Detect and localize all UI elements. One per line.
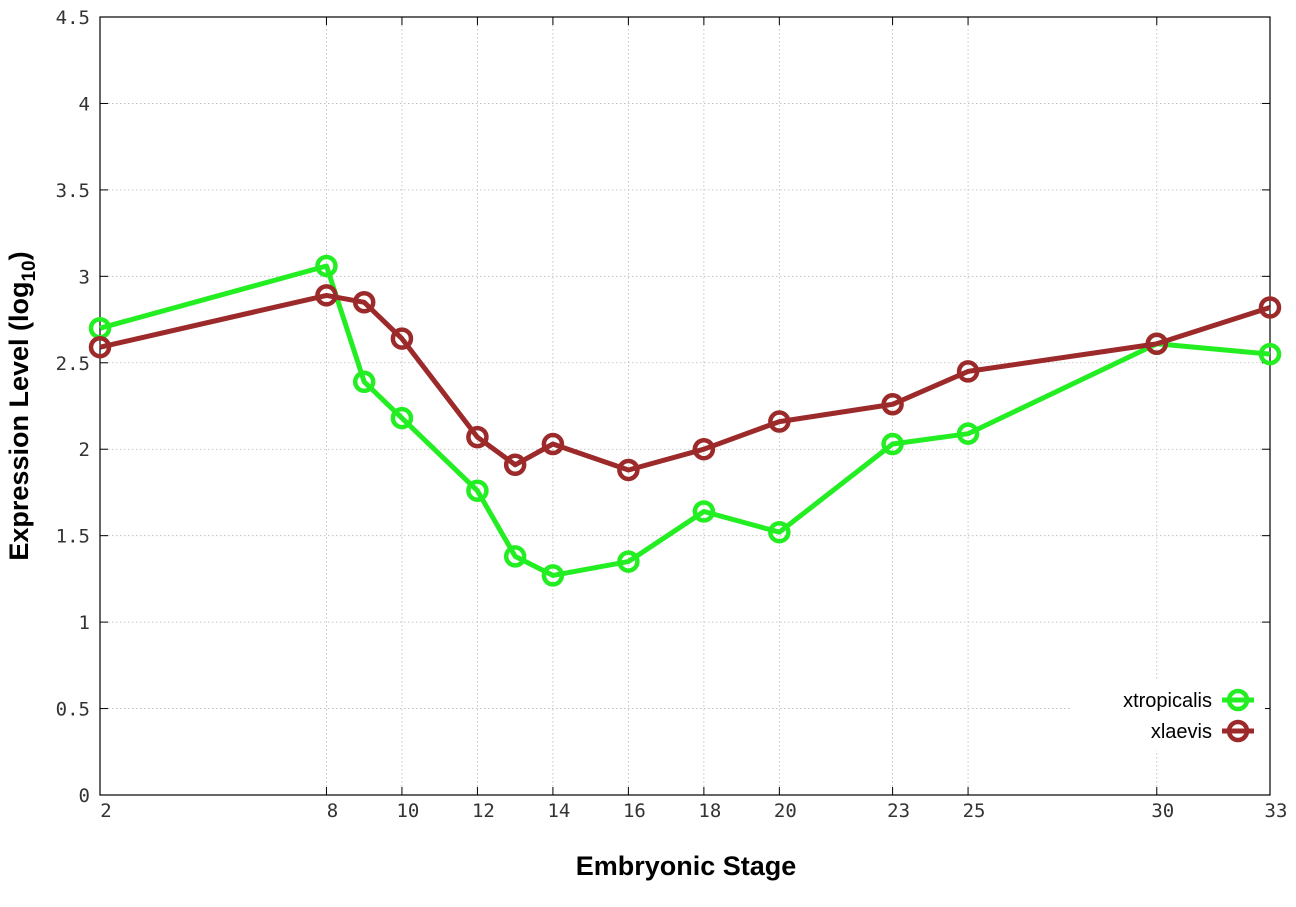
data-point <box>541 432 565 456</box>
data-point <box>88 335 112 359</box>
series-layer <box>88 254 1282 587</box>
legend-swatch-marker <box>1226 719 1250 743</box>
data-point <box>541 564 565 587</box>
data-point <box>956 360 980 383</box>
x-tick-label: 20 <box>774 800 797 822</box>
data-point <box>1145 332 1169 356</box>
y-tick-label: 2 <box>79 439 90 461</box>
x-tick-label: 12 <box>472 800 495 822</box>
y-axis-title: Expression Level (log10) <box>4 251 40 560</box>
grid <box>100 17 1270 795</box>
x-tick-label: 2 <box>100 800 111 822</box>
data-point <box>390 406 414 430</box>
svg-text:Expression Level (log10): Expression Level (log10) <box>4 251 40 560</box>
y-axis-title-close: ) <box>4 251 34 260</box>
data-point <box>1258 342 1282 366</box>
legend-label: xlaevis <box>1151 721 1212 743</box>
data-point <box>315 254 338 278</box>
x-tick-label: 30 <box>1151 800 1174 822</box>
data-point <box>352 291 376 314</box>
data-point <box>956 422 980 445</box>
legend-label: xtropicalis <box>1123 690 1212 712</box>
y-axis-title-subscript: 10 <box>19 260 40 281</box>
y-tick-label: 2.5 <box>56 353 90 375</box>
data-point <box>692 500 716 523</box>
x-tick-label: 25 <box>963 800 986 822</box>
x-tick-label: 33 <box>1265 800 1288 822</box>
x-axis-title: Embryonic Stage <box>576 851 797 881</box>
data-point <box>881 432 904 456</box>
y-tick-label: 3.5 <box>56 180 90 202</box>
legend-swatch-marker <box>1226 688 1250 712</box>
y-axis-title-main: Expression Level (log <box>4 282 34 561</box>
x-tick-label: 10 <box>396 800 419 822</box>
data-point <box>617 458 640 482</box>
data-point <box>692 437 716 461</box>
data-point <box>881 393 904 416</box>
data-point <box>503 545 527 568</box>
y-tick-label: 4 <box>79 93 90 115</box>
x-tick-label: 18 <box>698 800 721 822</box>
ticks: 0 0.5 1 1.5 2 2.5 3 3.5 4 4.5 2 8 10 12 14 16 18 20 23 25 30… <box>56 7 1288 822</box>
x-tick-label: 8 <box>327 800 338 822</box>
x-tick-label: 16 <box>623 800 646 822</box>
series-line <box>99 263 1271 578</box>
series-xlaevis <box>88 284 1282 482</box>
data-point <box>768 410 791 433</box>
data-point <box>768 520 791 544</box>
y-tick-label: 1.5 <box>56 526 90 548</box>
y-tick-label: 0.5 <box>56 699 90 721</box>
y-tick-label: 4.5 <box>56 7 90 29</box>
data-point <box>466 479 489 502</box>
y-tick-label: 0 <box>79 785 90 807</box>
data-point <box>352 370 376 394</box>
y-tick-label: 3 <box>79 266 90 288</box>
legend: xtropicalis xlaevis <box>1070 680 1265 750</box>
y-tick-label: 1 <box>79 612 90 634</box>
data-point <box>617 550 640 573</box>
data-point <box>503 453 527 477</box>
data-point <box>466 425 489 449</box>
data-point <box>315 284 338 307</box>
x-tick-label: 14 <box>547 800 570 822</box>
x-tick-label: 23 <box>887 800 910 822</box>
data-point <box>1258 296 1282 319</box>
data-point <box>390 327 414 350</box>
series-line <box>99 292 1271 473</box>
plot-frame <box>99 16 1271 796</box>
